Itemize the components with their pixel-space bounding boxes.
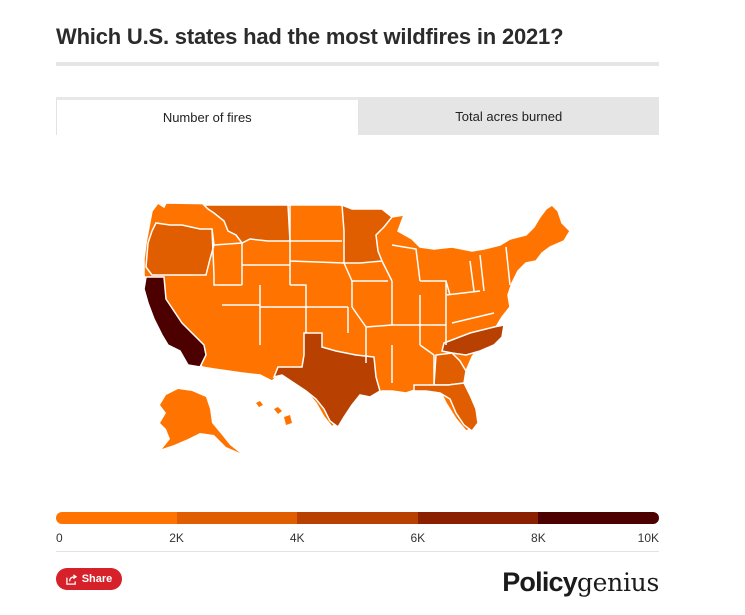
legend-tick-label: 4K [289, 531, 305, 545]
legend-ticks: 0 2K 4K 6K 8K 10K [56, 531, 659, 547]
state-texas[interactable] [272, 332, 381, 429]
legend-tick-label: 6K [410, 531, 426, 545]
legend-tick-label: 8K [531, 531, 546, 545]
state-california[interactable] [143, 276, 207, 368]
legend-swatch-4k-6k [297, 512, 418, 524]
state-florida[interactable] [413, 382, 479, 433]
legend-tick-label: 2K [169, 531, 184, 545]
tab-number-of-fires[interactable]: Number of fires [56, 97, 359, 135]
legend-swatch-8k-10k [538, 512, 659, 524]
state-hawaii[interactable] [256, 401, 292, 425]
footer-divider [56, 551, 659, 552]
color-scale-legend [56, 512, 659, 524]
state-oregon[interactable] [145, 222, 215, 276]
state-north-carolina[interactable] [441, 324, 505, 356]
legend-swatch-2k-4k [176, 512, 298, 524]
share-button[interactable]: Share [56, 568, 122, 590]
policygenius-logo: Policygenius [502, 567, 659, 598]
us-choropleth-map [143, 201, 571, 453]
title-divider [56, 62, 659, 66]
legend-swatch-6k-8k [417, 512, 539, 524]
logo-text-bold: Policy [502, 567, 578, 597]
legend-swatch-0-2k [56, 512, 177, 524]
state-minnesota[interactable] [341, 203, 394, 264]
state-borders [211, 205, 511, 385]
logo-text-light: genius [576, 568, 659, 597]
state-alaska[interactable] [160, 389, 240, 453]
legend-tick-label: 10K [637, 531, 659, 545]
share-icon [65, 573, 77, 585]
chart-title: Which U.S. states had the most wildfires… [56, 24, 564, 49]
tab-total-acres-burned[interactable]: Total acres burned [358, 97, 659, 135]
legend-tick-label: 0 [56, 531, 63, 545]
share-label: Share [81, 573, 113, 585]
metric-tabs: Number of fires Total acres burned [56, 97, 659, 135]
